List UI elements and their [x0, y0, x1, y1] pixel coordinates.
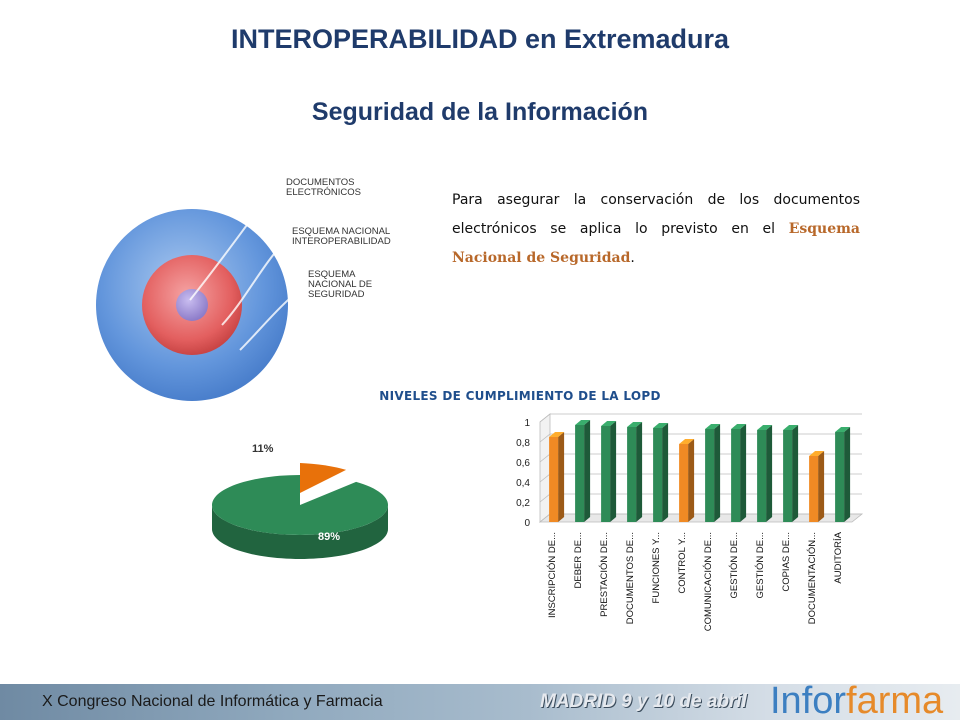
- bar: [809, 456, 819, 522]
- pie-slice-large: [212, 475, 388, 535]
- bar: [679, 444, 689, 522]
- paragraph-highlight: Esquema Nacional de Seguridad: [452, 221, 860, 266]
- bar-side: [662, 423, 669, 522]
- info-paragraph: Para asegurar la conservación de los doc…: [452, 186, 860, 273]
- x-tick-label: GESTIÓN DE...: [755, 532, 766, 599]
- x-tick-label: GESTIÓN DE...: [729, 532, 740, 599]
- bar-side: [818, 451, 825, 522]
- bar: [731, 429, 741, 522]
- logo-text-b: farma: [846, 680, 944, 722]
- inner-circle: [176, 289, 208, 321]
- pie-label-large: 89%: [318, 531, 340, 543]
- gridline: [539, 413, 862, 423]
- footer-congress: X Congreso Nacional de Informática y Far…: [42, 693, 383, 710]
- pie-label-small: 11%: [252, 443, 274, 455]
- bar: [783, 430, 793, 522]
- connector-line-3: [239, 287, 303, 351]
- footer-banner: X Congreso Nacional de Informática y Far…: [0, 681, 960, 721]
- bar-side: [558, 432, 565, 522]
- y-tick-label: 0,6: [516, 458, 530, 469]
- paragraph-text: Para asegurar la conservación de los doc…: [452, 192, 860, 237]
- logo-text-a: Infor: [770, 680, 847, 722]
- bar-side: [844, 427, 851, 522]
- concentric-diagram: [96, 179, 303, 401]
- x-tick-label: PRESTACIÓN DE...: [599, 532, 610, 617]
- y-tick-label: 0,8: [516, 438, 530, 449]
- bar: [627, 427, 637, 522]
- bar-top: [731, 424, 747, 429]
- bar-side: [610, 421, 617, 522]
- x-tick-label: FUNCIONES Y...: [651, 532, 662, 603]
- bar-side: [584, 420, 591, 522]
- bar-top: [601, 421, 617, 426]
- bar-side: [740, 424, 747, 522]
- bar-side: [766, 425, 773, 522]
- y-tick-label: 0,4: [516, 478, 530, 489]
- inforfarma-logo: Inforfarma: [770, 681, 943, 721]
- y-tick-label: 0,2: [516, 498, 530, 509]
- x-tick-label: COMUNICACIÓN DE...: [703, 532, 714, 631]
- page-title: INTEROPERABILIDAD en Extremadura: [230, 24, 730, 54]
- bar-side: [688, 439, 695, 522]
- bar-top: [653, 423, 669, 428]
- bar-top: [627, 422, 643, 427]
- bar: [653, 428, 663, 522]
- bar: [757, 430, 767, 522]
- paragraph-end: .: [630, 250, 635, 266]
- connector-line-2: [221, 239, 287, 326]
- connector-line-1: [189, 179, 283, 301]
- x-tick-label: INSCRIPCIÓN DE...: [547, 532, 558, 618]
- x-tick-label: CONTROL Y...: [677, 532, 688, 594]
- bar: [549, 437, 559, 522]
- pie-slice-large-side: [212, 505, 388, 559]
- label-documentos: DOCUMENTOS ELECTRÓNICOS: [286, 177, 361, 198]
- pie-slice-small: [300, 463, 347, 493]
- bar-side-wall: [539, 413, 551, 523]
- x-tick-label: AUDITORÍA: [833, 531, 844, 583]
- bar-top: [783, 425, 799, 430]
- page-subtitle: Seguridad de la Información: [311, 98, 649, 126]
- bar-top: [757, 425, 773, 430]
- x-tick-label: DEBER DE...: [573, 532, 584, 589]
- bar: [705, 429, 715, 522]
- y-tick-label: 1: [524, 418, 530, 429]
- footer-event: MADRID 9 y 10 de abril: [540, 691, 747, 712]
- label-esquema-seguridad: ESQUEMA NACIONAL DE SEGURIDAD: [308, 269, 373, 300]
- bar-chart: 0 0,2 0,4 0,6 0,8 1 INSCRIPCIÓN DE... DEBER DE.…: [516, 413, 864, 631]
- bar-top: [679, 439, 695, 444]
- bar-top: [809, 451, 825, 456]
- x-tick-label: COPIAS DE...: [781, 532, 792, 592]
- bar-side: [636, 422, 643, 522]
- bar-side: [792, 425, 799, 522]
- bar-top: [835, 427, 851, 432]
- bar: [835, 432, 845, 522]
- pie-chart: 89% 11%: [212, 443, 388, 559]
- bar-top: [549, 432, 565, 437]
- chart-title: NIVELES DE CUMPLIMIENTO DE LA LOPD: [379, 389, 661, 403]
- bar-top: [575, 420, 591, 425]
- y-tick-label: 0: [524, 518, 530, 529]
- bar-top: [705, 424, 721, 429]
- bar: [575, 425, 585, 522]
- label-esquema-interoperabilidad: ESQUEMA NACIONAL INTEROPERABILIDAD: [292, 226, 391, 247]
- bar-side: [714, 424, 721, 522]
- x-tick-label: DOCUMENTACIÓN...: [807, 532, 818, 624]
- x-tick-label: DOCUMENTOS DE...: [625, 532, 636, 624]
- bar: [601, 426, 611, 522]
